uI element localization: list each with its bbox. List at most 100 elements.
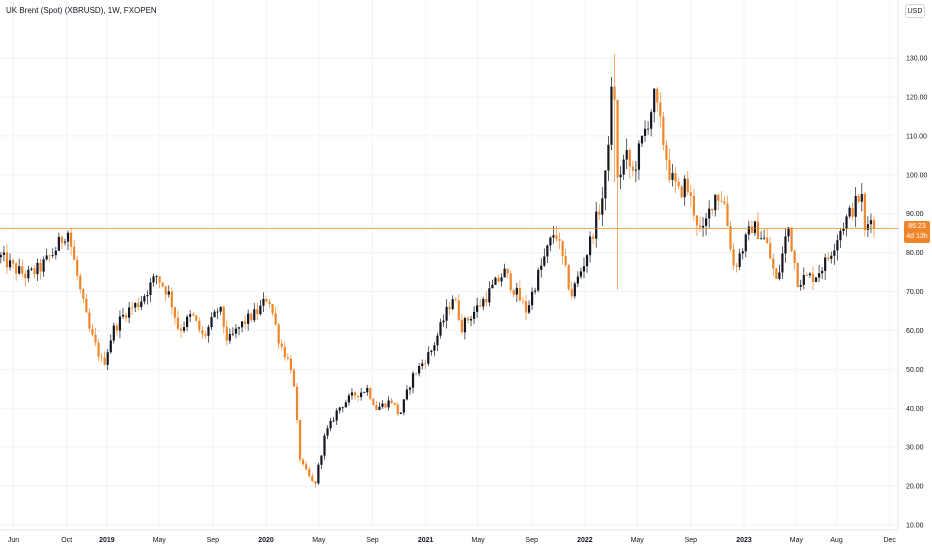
candle-body	[396, 404, 399, 414]
currency-button[interactable]: USD	[905, 4, 925, 18]
candle-body	[442, 320, 445, 323]
time-axis[interactable]: Jun Oct 2019 May Sep 2020 May Sep 2021 May Sep 2022…	[8, 537, 897, 544]
candle-body	[24, 273, 27, 279]
candle-body	[42, 259, 45, 272]
candle-body	[222, 306, 225, 327]
candle-body	[582, 266, 586, 272]
candle-body	[744, 234, 747, 252]
candle-body	[182, 327, 186, 331]
candle-body	[839, 231, 842, 241]
candle-body	[854, 196, 857, 217]
candle-body	[274, 313, 277, 325]
candle-body	[705, 218, 708, 226]
candle-body	[271, 304, 274, 314]
candle-body	[308, 469, 311, 477]
candle-body	[717, 194, 720, 201]
candle-body	[204, 334, 207, 336]
y-tick-label: 50.00	[906, 367, 924, 374]
candle-body	[311, 476, 314, 482]
candle-body	[732, 249, 735, 266]
candle-body	[179, 328, 183, 331]
candle-body	[637, 143, 641, 170]
candle-body	[69, 232, 73, 247]
candle-body	[424, 363, 427, 365]
candle-body	[640, 136, 644, 144]
candle-body	[143, 296, 146, 302]
candle-body	[85, 298, 88, 313]
candle-body	[283, 346, 286, 358]
candle-body	[793, 251, 796, 263]
candle-body	[387, 400, 390, 408]
y-tick-label: 90.00	[906, 211, 924, 218]
candle-body	[198, 320, 201, 331]
candle-body	[530, 291, 534, 306]
candle-body	[213, 311, 216, 318]
candle-body	[555, 235, 558, 240]
price-axis[interactable]: 130.00 120.00 110.00 100.00 90.00 80.00 70.00 6…	[906, 56, 928, 530]
candle-body	[585, 255, 589, 267]
candle-body	[436, 335, 439, 346]
candle-body	[326, 428, 329, 436]
candle-body	[329, 420, 332, 429]
candle-body	[335, 410, 338, 421]
candle-body	[540, 265, 543, 270]
candle-body	[778, 272, 781, 279]
y-tick-label: 130.00	[906, 56, 928, 63]
candle-body	[30, 268, 33, 270]
candle-body	[356, 395, 360, 398]
candle-body	[27, 269, 30, 279]
x-tick-label: 2019	[99, 537, 115, 544]
candle-body	[121, 314, 125, 317]
candle-body	[521, 300, 525, 302]
candle-body	[534, 290, 537, 292]
candle-body	[149, 282, 152, 296]
candle-body	[131, 307, 134, 309]
candle-body	[772, 258, 775, 269]
candle-body	[494, 277, 497, 285]
candle-body	[564, 256, 567, 266]
candle-body	[515, 287, 518, 295]
candle-body	[445, 306, 448, 321]
bar-countdown: 4d 13h	[906, 233, 928, 240]
candle-body	[259, 305, 262, 315]
candle-body	[653, 88, 656, 113]
candle-body	[784, 236, 787, 254]
candle-body	[808, 273, 812, 276]
x-tick-label: Jun	[8, 537, 19, 544]
candle-body	[164, 286, 167, 295]
candle-body	[350, 392, 354, 396]
candle-body	[570, 289, 573, 297]
candle-body	[695, 215, 699, 226]
x-tick-label: May	[153, 537, 167, 544]
candle-body	[579, 271, 583, 277]
candle-body	[118, 316, 122, 331]
candle-body	[411, 373, 415, 388]
candle-body	[134, 303, 137, 308]
candle-body	[821, 270, 824, 274]
candle-body	[558, 239, 561, 241]
candle-body	[766, 237, 769, 244]
candle-body	[872, 220, 876, 229]
candle-body	[866, 224, 870, 230]
candle-body	[45, 255, 48, 260]
candle-body	[763, 237, 766, 239]
candle-body	[683, 178, 686, 198]
candle-body	[100, 356, 103, 358]
candle-body	[845, 216, 848, 230]
candle-body	[289, 358, 293, 371]
candle-body	[54, 250, 57, 256]
candle-body	[439, 322, 442, 336]
candle-body	[21, 266, 24, 274]
y-tick-label: 100.00	[906, 172, 928, 179]
candle-body	[604, 170, 607, 199]
candle-body	[421, 363, 424, 367]
candle-body	[60, 236, 64, 243]
candle-body	[305, 464, 308, 470]
y-tick-label: 10.00	[906, 523, 924, 530]
candle-body	[127, 307, 131, 318]
candle-body	[262, 298, 265, 306]
candle-body	[63, 241, 67, 243]
candle-body	[265, 298, 268, 302]
candle-body	[79, 275, 82, 290]
